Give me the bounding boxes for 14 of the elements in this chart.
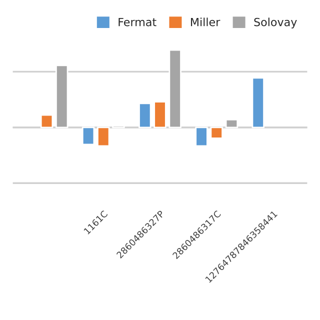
bar <box>154 101 166 128</box>
bar <box>210 126 223 139</box>
legend-label: Fermat <box>118 18 156 26</box>
bar <box>40 114 54 128</box>
bar <box>195 126 208 147</box>
bar <box>97 126 110 147</box>
legend-label: Miller <box>191 18 220 26</box>
bar <box>252 77 264 128</box>
bar <box>138 102 152 128</box>
bar <box>225 118 238 128</box>
bar <box>82 126 95 146</box>
legend-label: Solovay <box>254 18 297 28</box>
bar <box>56 64 68 128</box>
bar <box>168 49 182 128</box>
